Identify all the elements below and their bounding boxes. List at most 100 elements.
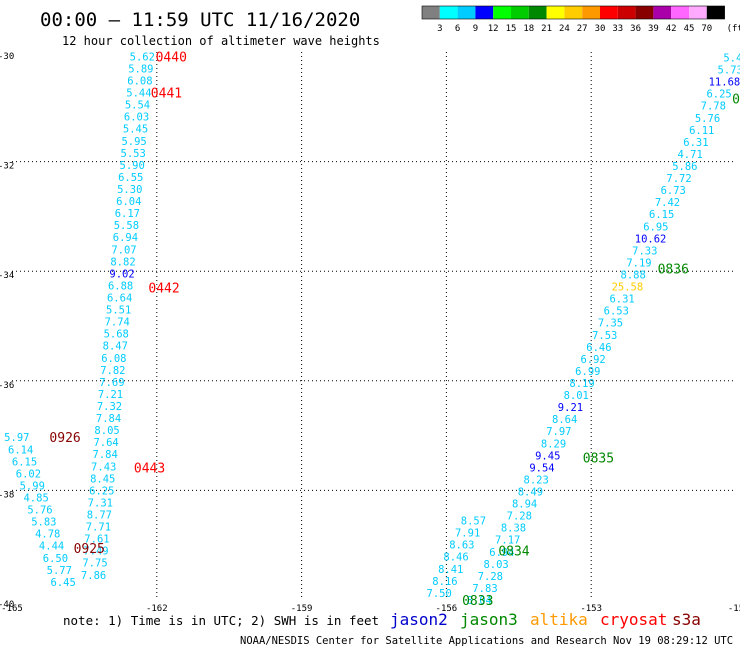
colorbar-tick-label: 27 [577,24,588,34]
wave-height-value: 7.64 [93,437,118,449]
wave-height-value: 6.53 [604,306,629,318]
wave-height-value: 6.14 [8,444,33,456]
wave-height-value: 6.08 [101,353,126,365]
wave-height-value: 4.85 [23,493,48,505]
wave-height-value: 8.03 [483,559,508,571]
wave-height-value: 7.32 [97,401,122,413]
wave-height-value: 8.23 [524,474,549,486]
wave-height-value: 8.19 [569,378,594,390]
credit-line: NOAA/NESDIS Center for Satellite Applica… [240,635,740,647]
colorbar-swatch [653,6,672,19]
wave-height-value: 5.89 [128,63,153,75]
pass-time-label: 0835 [583,452,614,467]
colorbar-tick-label: 6 [455,24,460,34]
wave-height-value: 8.16 [432,576,457,588]
wave-height-value: 6.64 [107,293,132,305]
x-tick-label: -165 [1,604,23,614]
wave-height-value: 7.07 [111,244,136,256]
colorbar-tick-label: 24 [559,24,570,34]
pass-time-label: 0443 [134,461,165,476]
wave-height-value: 7.75 [82,558,107,570]
wave-height-value: 7.31 [88,497,113,509]
wave-height-value: 8.94 [512,499,537,511]
wave-height-value: 5.76 [695,113,720,125]
wave-height-value: 5.97 [4,432,29,444]
wave-height-value: 25.58 [612,282,644,294]
x-tick-label: -159 [291,604,313,614]
wave-height-value: 10.62 [635,233,667,245]
wave-height-value: 8.49 [518,486,543,498]
wave-height-value: 6.15 [649,209,674,221]
wave-height-value: 5.54 [125,100,150,112]
wave-height-value: 8.01 [564,390,589,402]
wave-height-value: 5.51 [106,305,131,317]
y-tick-label: -30 [0,52,14,62]
wave-height-value: 7.35 [598,318,623,330]
wave-height-value: 5.53 [121,148,146,160]
wave-height-value: 5.62 [130,51,155,63]
pass-time-label: 0441 [151,87,182,102]
y-tick-label: -38 [0,490,14,500]
wave-height-value: 7.83 [472,583,497,595]
wave-height-value: 9.21 [558,402,583,414]
wave-height-value: 7.97 [546,426,571,438]
colorbar-unit: (ft) [727,24,740,34]
wave-height-value: 9.45 [535,450,560,462]
wave-height-value: 7.84 [93,449,118,461]
wave-height-value: 6.46 [586,342,611,354]
satellite-legend-label: jason2 [390,610,448,629]
pass-time-label: 0925 [74,542,105,557]
colorbar-tick-label: 33 [612,24,623,34]
wave-height-value: 8.45 [90,473,115,485]
colorbar-tick-label: 3 [437,24,442,34]
pass-time-label: 0836 [658,262,689,277]
axis-ticks: -165 -162 -159 -156 -153 -15 -30 -32 -34 -36 -38 -4… [0,52,740,614]
colorbar-swatch [457,6,476,19]
colorbar-tick-label: 21 [541,24,552,34]
y-tick-label: -32 [0,162,14,172]
colorbar-swatch [422,6,440,19]
wave-height-value: 7.43 [91,461,116,473]
wave-height-value: 7.72 [666,173,691,185]
wave-height-value: 4.44 [39,541,64,553]
grid-lines [12,52,736,600]
chart-subtitle: 12 hour collection of altimeter wave hei… [62,34,380,48]
wave-height-value: 8.29 [541,438,566,450]
wave-height-value: 6.94 [489,547,514,559]
colorbar-swatch [689,6,707,19]
wave-height-value: 5.83 [31,517,56,529]
colorbar-swatch [617,6,636,19]
wave-height-value: 7.84 [96,413,121,425]
wave-height-value: 6.08 [127,75,152,87]
colorbar-tick-label: 9 [473,24,478,34]
satellite-legend-label: s3a [672,610,701,629]
wave-height-value: 7.74 [105,317,130,329]
colorbar-tick-label: 36 [630,24,641,34]
wave-height-value: 5.86 [672,161,697,173]
wave-height-value: 6.15 [12,456,37,468]
wave-height-value: 6.50 [43,553,68,565]
y-tick-label: -40 [0,600,14,610]
wave-height-value: 8.04 [467,595,492,607]
wave-height-value: 6.31 [609,294,634,306]
colorbar-swatch [582,6,600,19]
wave-height-value: 8.88 [621,269,646,281]
wave-height-value: 6.92 [580,354,605,366]
wave-height-value: 5.77 [47,565,72,577]
wave-height-value: 9.54 [529,462,554,474]
pass-time-label: 0442 [148,282,179,297]
colorbar-swatch [546,6,565,19]
wave-height-value: 7.53 [592,330,617,342]
x-tick-label: -15 [728,604,740,614]
colorbar-swatch [564,6,583,19]
wave-height-value: 7.86 [81,570,106,582]
wave-height-value: 8.82 [110,256,135,268]
wave-height-value: 6.99 [575,366,600,378]
wave-height-value: 5.99 [20,480,45,492]
satellite-legend-label: altika [530,610,588,629]
wave-height-value: 6.55 [118,172,143,184]
colorbar-swatch [475,6,494,19]
wave-height-value: 6.17 [115,208,140,220]
wave-height-value: 7.82 [100,365,125,377]
